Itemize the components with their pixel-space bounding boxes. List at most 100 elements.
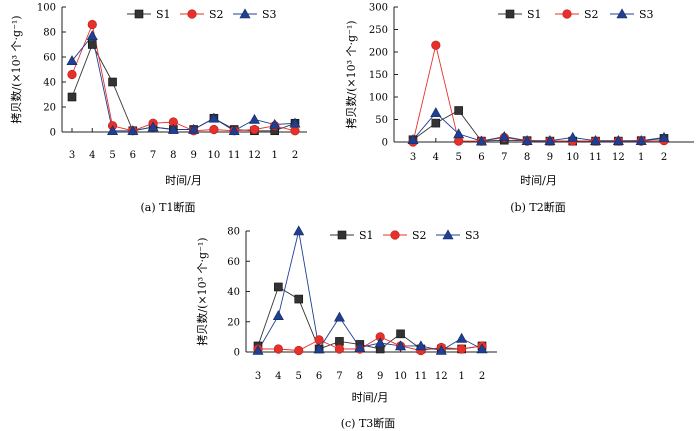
panel-t3-series-s3-point [395,340,407,351]
panel-t2-y-tick-label: 50 [375,115,388,126]
panel-t3-series-s3-point [354,341,366,352]
panel-t1-x-tick-label: 8 [170,150,176,161]
panel-t1-series-s3-point [167,123,179,134]
panel-t1-series-s2-point [290,126,300,136]
panel-t3-series-s3-point [456,332,468,343]
panel-t2-legend-label-s3: S3 [639,8,654,21]
panel-t3-series-s3-point [415,340,427,351]
panel-t3-y-tick-label: 60 [227,257,240,268]
panel-t2-series-s3-point [658,131,670,142]
panel-t1-series-s2-point [67,69,77,80]
panel-t3-x-axis-title: 时间/月 [352,391,389,404]
panel-t2-x-tick-label: 11 [589,152,602,163]
panel-t1-series-s2-line [71,22,296,132]
panel-t1-x-tick-label: 3 [69,150,75,161]
panel-t1-y-tick-label: 100 [37,3,56,14]
panel-t3-series-s3-point [435,344,447,355]
panel-t1-series-s3-point [269,118,281,129]
panel-t2-x-tick-label: 6 [478,152,484,163]
panel-t3-x-tick-label: 10 [394,371,407,382]
panel-t2-series-s3-point [430,107,442,118]
panel-t3-caption: (c) T3断面 [341,416,396,430]
panel-t3-series-s3-point [293,225,305,236]
panel-t2-series-s3-line [412,112,665,142]
panel-t3-x-tick-label: 9 [377,371,383,382]
panel-t2-y-tick-label: 300 [369,3,388,14]
panel-t1-x-tick-label: 7 [150,150,156,161]
panel-t1-x-tick-label: 2 [292,150,298,161]
panel-t3-series-s2-point [273,344,283,354]
panel-t3-y-tick-label: 20 [227,317,240,328]
panel-t2-series-s3-point [567,131,579,142]
panel-t2-x-tick-label: 2 [661,152,667,163]
panel-t3-x-tick-label: 5 [296,371,302,382]
panel-t1-series-s3-line [71,34,296,132]
panel-t3-series-s2-point [294,345,304,356]
panel-t3-series-s3-point [476,343,488,354]
panel-t1-x-tick-label: 5 [109,150,115,161]
panel-t1-series-s3-point [107,125,119,136]
panel-t3-x-tick-label: 6 [316,371,322,382]
panel-t1-series-s3-point [208,112,220,123]
panel-t1-series-s1-point [108,77,117,87]
panel-t3-series-s2-line [258,336,483,351]
panel-t1-series-s1-line [71,43,296,132]
panel-t2-x-tick-label: 5 [455,152,461,163]
panel-t1-legend-label-s3: S3 [262,8,277,21]
panel-t1-legend-marker-s2 [187,9,197,19]
panel-t1-x-tick-label: 1 [272,150,278,161]
panel-t2-x-tick-label: 7 [501,152,507,163]
panel-t3-y-tick-label: 80 [227,227,240,238]
panel-t3-x-tick-label: 3 [255,371,261,382]
panel-t2-series-s2-line [412,45,665,143]
panel-t3-series-s1-point [274,282,283,292]
panel-t2-x-tick-label: 9 [547,152,553,163]
panel-t1-series-s3-point [289,117,301,128]
panel-t3-x-tick-label: 12 [435,371,448,382]
panel-t2-y-tick-label: 200 [369,48,388,59]
panel-t2-series-s3-point [544,135,556,145]
panel-t2-series-s3-point [407,134,419,145]
panel-t1-series-s2-point [249,124,260,135]
panel-t2-series-s3-point [521,135,533,145]
panel-t2-legend-label-s1: S1 [527,8,542,21]
panel-t1-y-tick-label: 80 [43,28,56,39]
panel-t2-series-s3-point [453,128,465,139]
panel-t2-series-s1-point [454,106,463,115]
panel-t2-x-tick-label: 3 [410,152,416,163]
panel-t2-series-s3-point [475,135,487,146]
panel-t3-series-s1-point [294,294,304,304]
panel-t3-series-s3-point [313,343,325,354]
panel-t3-legend-label-s2: S2 [412,229,427,242]
panel-t2-y-tick-label: 100 [369,93,388,104]
panel-t3-series-s2-point [334,344,345,354]
panel-t1-legend-marker-s1 [134,9,144,19]
panel-t3-series-s1-point [396,329,405,339]
panel-t3-series-s3-point [272,310,284,321]
panel-t2-x-tick-label: 12 [612,152,625,163]
panel-t1-caption: (a) T1断面 [141,200,196,214]
panel-t3-legend-marker-s1 [337,230,347,240]
panel-t3-legend-marker-s3 [442,229,454,240]
panel-t3-series-s3-point [374,337,386,348]
panel-t3-series-s1-line [257,286,483,350]
panel-t2-x-tick-label: 4 [433,152,439,163]
panel-t2-x-tick-label: 8 [524,152,530,163]
panel-t1-x-tick-label: 9 [190,150,196,161]
panel-t1-series-s3-point [127,125,139,136]
panel-t2-x-tick-label: 10 [566,152,579,163]
panel-t3-series-s3-point [333,311,345,322]
panel-t3-x-tick-label: 8 [357,371,363,382]
panel-t3-x-tick-label: 4 [275,371,281,382]
panel-t1-y-axis-title: 拷贝数/(×10³ 个·g⁻¹) [9,15,23,123]
panel-t2-series-s1-point [431,118,441,128]
panel-t1-x-tick-label: 11 [228,150,241,161]
panel-t3-series-s2-point [314,335,324,345]
panel-t2-legend-marker-s2 [562,9,572,19]
panel-t1-x-tick-label: 6 [130,150,136,161]
panel-t3-y-axis-title: 拷贝数/(×10³ 个·g⁻¹) [195,237,209,345]
panel-t2-legend-marker-s1 [505,9,515,19]
panel-t1-series-s1-point [87,40,97,49]
panel-t1-series-s3-point [147,121,159,132]
panel-t2-series-s3-point [498,130,510,141]
